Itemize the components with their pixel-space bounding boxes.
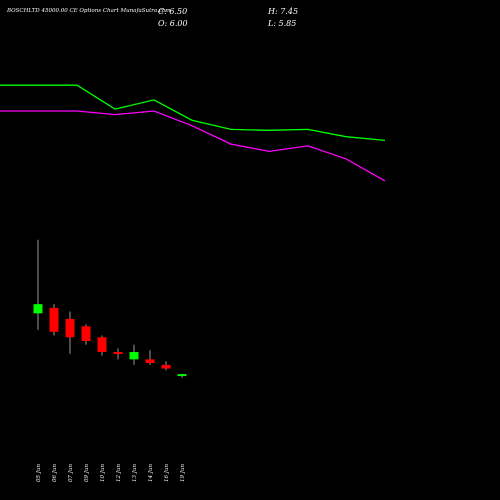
candle-body-down bbox=[145, 359, 155, 364]
x-tick-label: 07 Jun bbox=[68, 464, 74, 482]
candle-body-down bbox=[161, 364, 171, 369]
high-value: H: 7.45 bbox=[268, 7, 299, 16]
chart-title: BOSCHLTD 45000.00 CE Options Chart Munaf… bbox=[7, 8, 171, 14]
candle-body-up bbox=[129, 352, 139, 360]
x-tick-label: 06 Jun bbox=[52, 464, 58, 482]
x-tick-label: 16 Jun bbox=[164, 464, 170, 482]
candle-body-down bbox=[113, 352, 123, 354]
x-tick-label: 14 Jun bbox=[148, 464, 154, 482]
candle-body-down bbox=[97, 337, 107, 352]
low-value: L: 5.85 bbox=[268, 19, 297, 28]
x-tick-label: 09 Jun bbox=[84, 464, 90, 482]
x-tick-label: 10 Jun bbox=[100, 464, 106, 482]
moving-average-green bbox=[0, 84, 386, 142]
open-value: O: 6.00 bbox=[158, 19, 188, 28]
x-tick-label: 19 Jun bbox=[180, 464, 186, 482]
close-value: C: 6.50 bbox=[158, 7, 188, 16]
candle-body-down bbox=[65, 318, 75, 338]
candle-body-down bbox=[49, 307, 59, 332]
x-tick-label: 12 Jun bbox=[116, 464, 122, 482]
candle-body-up bbox=[177, 374, 187, 377]
candle-body-up bbox=[33, 304, 43, 314]
candle-body-down bbox=[81, 326, 91, 341]
x-tick-label: 13 Jun bbox=[132, 464, 138, 482]
moving-average-magenta bbox=[0, 110, 386, 182]
x-tick-label: 05 Jun bbox=[36, 464, 42, 482]
